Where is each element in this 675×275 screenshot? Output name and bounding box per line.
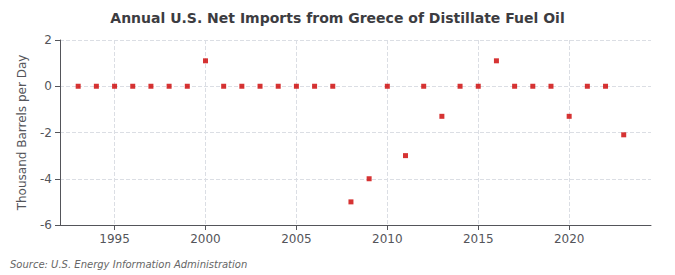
svg-text:1995: 1995 xyxy=(99,232,130,246)
svg-text:-4: -4 xyxy=(40,172,52,186)
svg-text:Annual U.S. Net Imports from G: Annual U.S. Net Imports from Greece of D… xyxy=(110,10,564,26)
svg-text:-2: -2 xyxy=(40,126,52,140)
svg-text:2015: 2015 xyxy=(463,232,494,246)
svg-text:Thousand Barrels per Day: Thousand Barrels per Day xyxy=(15,55,29,212)
svg-text:-6: -6 xyxy=(40,218,52,232)
svg-text:2020: 2020 xyxy=(554,232,585,246)
svg-text:2: 2 xyxy=(44,33,52,47)
svg-text:Source: U.S. Energy Informatio: Source: U.S. Energy Information Administ… xyxy=(10,259,247,270)
svg-text:2010: 2010 xyxy=(372,232,403,246)
svg-text:2000: 2000 xyxy=(190,232,221,246)
svg-text:2005: 2005 xyxy=(281,232,312,246)
svg-text:0: 0 xyxy=(44,79,52,93)
